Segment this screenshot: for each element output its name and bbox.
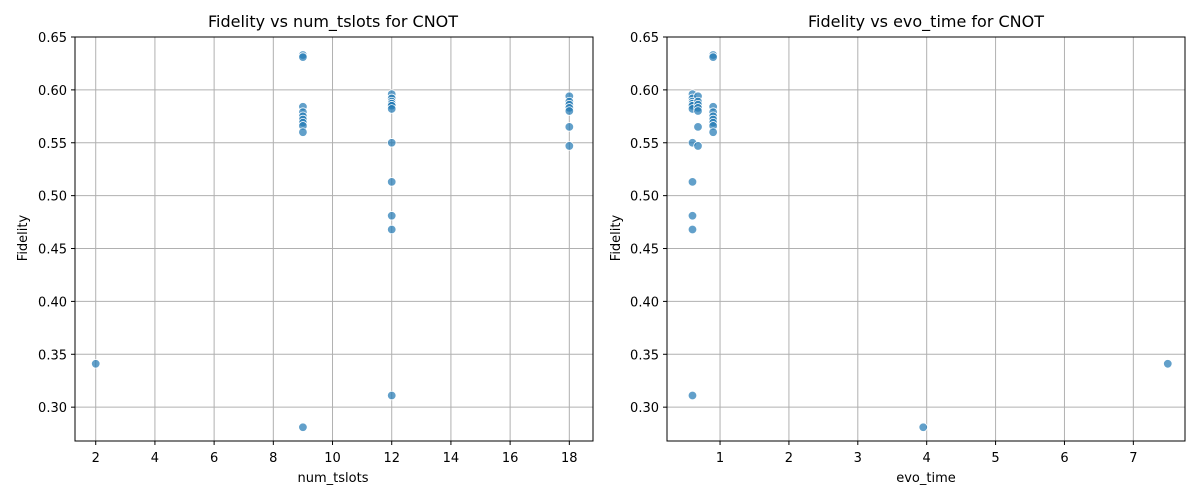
x-tick-label: 6 <box>210 451 218 466</box>
y-tick-label: 0.35 <box>38 348 67 363</box>
points <box>91 50 575 432</box>
x-tick-label: 1 <box>716 451 724 466</box>
x-tick-label: 14 <box>443 451 460 466</box>
y-axis-label: Fidelity <box>16 214 31 261</box>
data-point <box>91 359 101 369</box>
ticks: 2 4 6 8 10 12 14 16 18 0.30 0.35 0.40 0.45 0.50 0.55 0.… <box>38 31 578 466</box>
data-point <box>693 106 703 116</box>
data-point <box>687 390 698 401</box>
y-tick-label: 0.60 <box>38 84 67 99</box>
x-tick-label: 7 <box>1129 451 1137 466</box>
y-tick-label: 0.60 <box>630 84 659 99</box>
y-axis-label: Fidelity <box>609 214 624 261</box>
x-tick-label: 8 <box>269 451 277 466</box>
data-point <box>564 106 575 116</box>
ticks: 1 2 3 4 5 6 7 0.30 0.35 0.40 0.45 0.50 0.55 0.60 0.65 <box>630 31 1137 466</box>
x-axis-label: evo_time <box>896 471 956 486</box>
x-tick-label: 4 <box>923 451 931 466</box>
y-tick-label: 0.55 <box>38 137 67 152</box>
y-tick-label: 0.30 <box>630 401 659 416</box>
x-tick-label: 5 <box>991 451 999 466</box>
data-point <box>298 422 308 432</box>
data-point <box>1163 359 1173 369</box>
data-point <box>387 211 397 221</box>
data-point <box>693 122 703 132</box>
plot-num-tslots: Fidelity vs num_tslots for CNOT num_tslo… <box>16 12 594 486</box>
points <box>687 50 1173 432</box>
grid <box>667 36 1185 441</box>
x-tick-label: 2 <box>92 451 100 466</box>
data-point <box>298 52 308 62</box>
x-tick-label: 10 <box>324 451 341 466</box>
grid <box>75 36 593 441</box>
data-point <box>298 127 308 137</box>
data-point <box>918 422 928 432</box>
x-tick-label: 3 <box>854 451 862 466</box>
x-axis-label: num_tslots <box>298 471 369 486</box>
data-point <box>687 211 698 221</box>
data-point <box>687 224 698 235</box>
data-point <box>693 141 703 151</box>
data-point <box>708 127 718 137</box>
chart-title: Fidelity vs num_tslots for CNOT <box>208 12 458 32</box>
y-tick-label: 0.45 <box>38 243 67 258</box>
x-tick-label: 6 <box>1060 451 1068 466</box>
plot-frame <box>666 36 1186 442</box>
y-tick-label: 0.55 <box>630 137 659 152</box>
data-point <box>387 177 397 187</box>
y-tick-label: 0.50 <box>38 190 67 205</box>
data-point <box>387 138 397 148</box>
x-tick-label: 16 <box>502 451 519 466</box>
y-tick-label: 0.30 <box>38 401 67 416</box>
data-point <box>387 224 397 235</box>
y-tick-label: 0.50 <box>630 190 659 205</box>
plot-frame <box>74 36 594 442</box>
data-point <box>687 177 698 187</box>
y-tick-label: 0.45 <box>630 243 659 258</box>
y-tick-label: 0.40 <box>38 295 67 310</box>
data-point <box>564 141 575 151</box>
plot-evo-time: Fidelity vs evo_time for CNOT evo_time F… <box>609 12 1186 486</box>
y-tick-label: 0.35 <box>630 348 659 363</box>
x-tick-label: 12 <box>383 451 400 466</box>
x-tick-label: 2 <box>785 451 793 466</box>
y-tick-label: 0.65 <box>630 31 659 46</box>
data-point <box>387 390 397 401</box>
data-point <box>564 122 575 132</box>
data-point <box>708 52 718 62</box>
data-point <box>387 104 397 114</box>
x-tick-label: 4 <box>151 451 159 466</box>
x-tick-label: 18 <box>561 451 578 466</box>
y-tick-label: 0.65 <box>38 31 67 46</box>
y-tick-label: 0.40 <box>630 295 659 310</box>
chart-title: Fidelity vs evo_time for CNOT <box>808 12 1044 32</box>
